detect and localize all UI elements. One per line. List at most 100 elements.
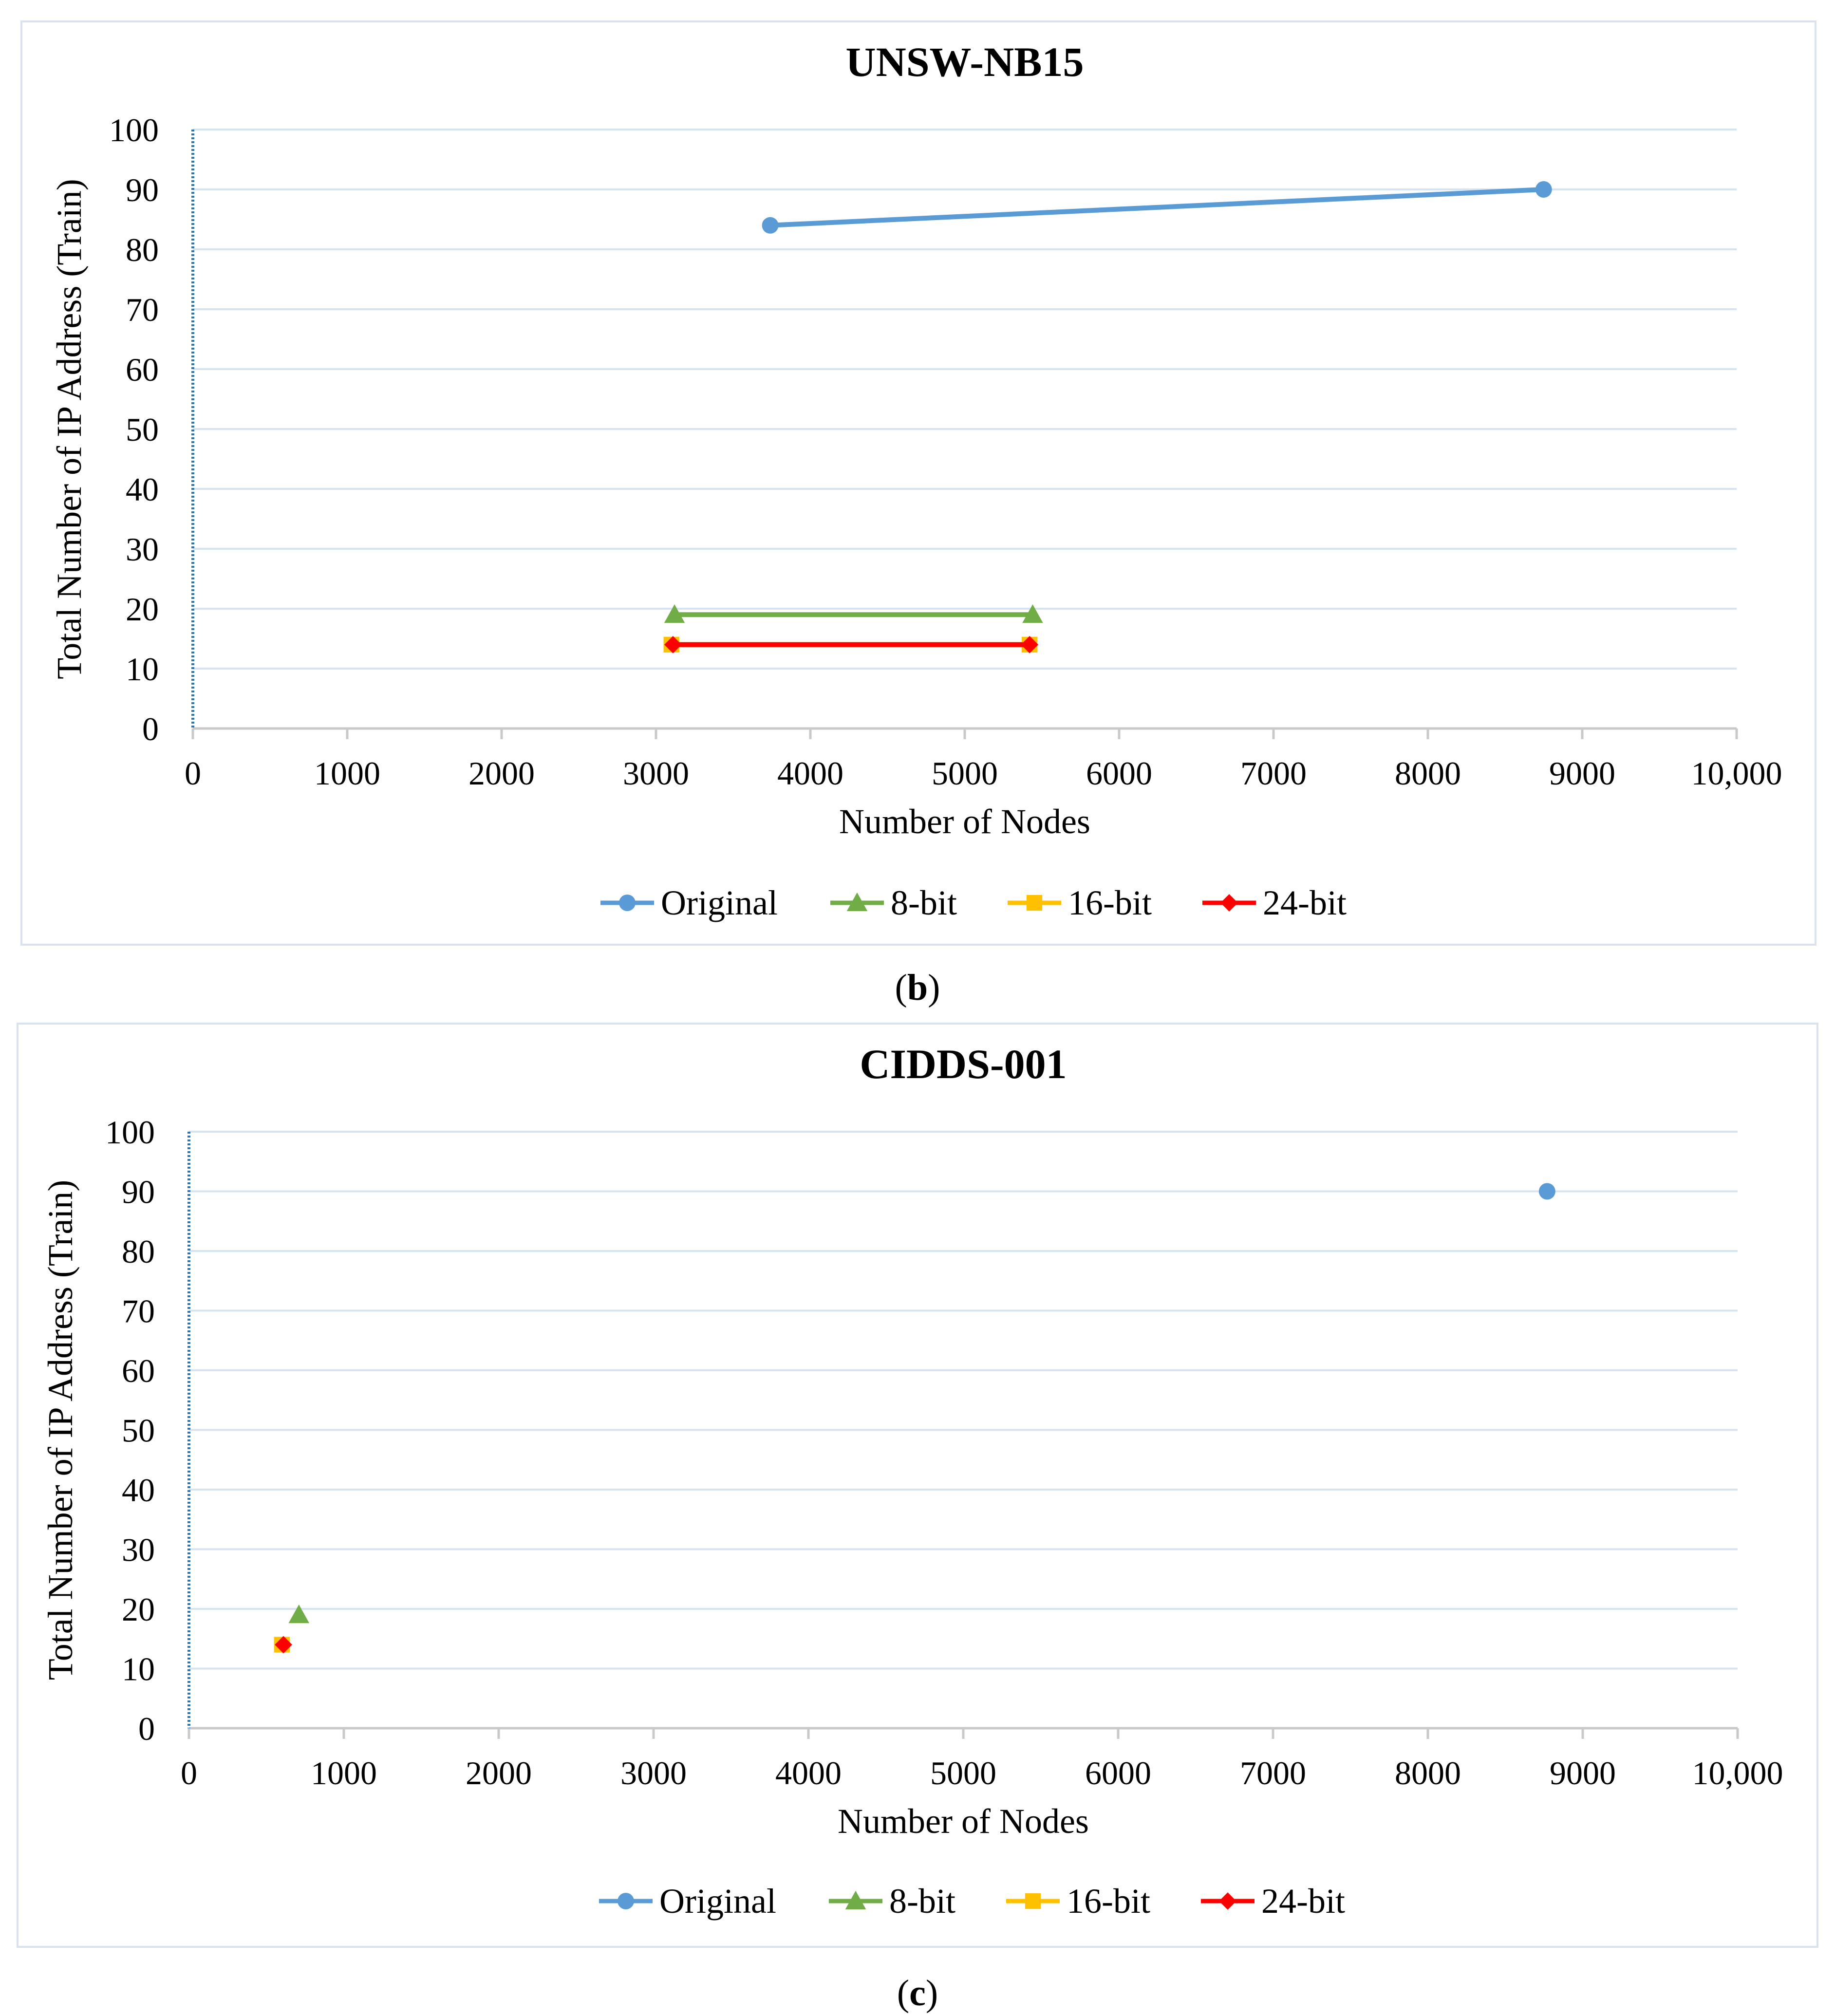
y-tick-label: 50 — [126, 411, 159, 448]
x-tick-label: 1000 — [311, 1755, 377, 1792]
series-24-bit — [275, 1636, 292, 1654]
chart-panel-unsw: UNSW-NB15 0 10 20 30 40 50 60 70 80 90 100 0 1000 2000… — [20, 20, 1816, 946]
y-tick-label: 100 — [109, 112, 159, 149]
y-tick-label: 100 — [105, 1114, 155, 1151]
y-tick-label: 60 — [122, 1352, 155, 1389]
legend-label: Original — [659, 1882, 776, 1921]
x-tick-label: 1000 — [314, 755, 380, 792]
chart-title: UNSW-NB15 — [846, 38, 1084, 85]
data-point — [762, 217, 779, 234]
data-point — [1022, 604, 1043, 623]
x-tick-label: 6000 — [1085, 1755, 1151, 1792]
legend: Original 8-bit 16-bit 24-bit — [599, 1882, 1345, 1921]
legend-item-8-bit: 8-bit — [830, 883, 957, 922]
x-tick-label: 2000 — [468, 755, 535, 792]
legend-marker — [618, 1893, 634, 1909]
legend-label: Original — [661, 883, 778, 922]
x-tick-label: 6000 — [1086, 755, 1152, 792]
legend-label: 16-bit — [1067, 1882, 1150, 1921]
y-tick-label: 60 — [126, 351, 159, 388]
legend-item-original: Original — [599, 1882, 776, 1921]
data-point — [1538, 1183, 1555, 1200]
legend-label: 24-bit — [1263, 883, 1347, 922]
x-tick-label: 3000 — [623, 755, 689, 792]
x-tick-label: 10,000 — [1692, 1755, 1783, 1792]
series-line — [770, 187, 1544, 228]
legend-marker — [1219, 1892, 1236, 1910]
legend-item-16-bit: 16-bit — [1006, 1882, 1150, 1921]
legend-item-original: Original — [600, 883, 778, 922]
y-tick-label: 30 — [122, 1531, 155, 1568]
legend-marker — [619, 895, 636, 911]
y-tick-label: 80 — [126, 231, 159, 268]
series-8-bit — [664, 604, 1043, 623]
x-axis-title: Number of Nodes — [838, 1802, 1089, 1841]
x-tick-label: 7000 — [1240, 755, 1307, 792]
caption-letter-b: b — [907, 967, 928, 1008]
y-tick-label: 10 — [122, 1651, 155, 1688]
legend-item-24-bit: 24-bit — [1201, 1882, 1345, 1921]
y-tick-label: 0 — [138, 1710, 155, 1747]
series-24-bit — [664, 635, 1038, 653]
x-tick-label: 4000 — [777, 755, 843, 792]
legend-label: 8-bit — [889, 1882, 955, 1921]
y-tick-label: 40 — [122, 1472, 155, 1509]
chart-panel-cidds: CIDDS-001 0 10 20 30 40 50 60 70 80 90 100 0 1000 2000… — [17, 1023, 1818, 1948]
figure-caption-b: (b) — [895, 967, 940, 1008]
data-point — [664, 635, 682, 653]
y-tick-label: 70 — [122, 1293, 155, 1330]
y-tick-label: 20 — [126, 591, 159, 628]
legend-marker — [1220, 894, 1238, 912]
y-tick-label: 30 — [126, 531, 159, 568]
legend-item-16-bit: 16-bit — [1008, 883, 1152, 922]
legend-marker — [1025, 1893, 1041, 1909]
data-point — [288, 1605, 310, 1624]
y-tick-label: 20 — [122, 1591, 155, 1628]
x-tick-label: 4000 — [775, 1755, 842, 1792]
x-tick-label: 10,000 — [1691, 755, 1782, 792]
legend-marker — [845, 1890, 866, 1909]
legend-label: 16-bit — [1068, 883, 1152, 922]
x-tick-label: 5000 — [932, 755, 998, 792]
x-tick-label: 8000 — [1395, 755, 1461, 792]
data-point — [664, 604, 685, 623]
y-axis-title: Total Number of IP Address (Train) — [41, 1180, 80, 1680]
x-tick-label: 7000 — [1240, 1755, 1306, 1792]
x-tick-label: 3000 — [620, 1755, 687, 1792]
legend-label: 8-bit — [891, 883, 957, 922]
x-tick-label: 5000 — [930, 1755, 996, 1792]
y-tick-label: 0 — [142, 710, 159, 747]
data-point — [275, 1636, 292, 1654]
data-point — [1535, 181, 1552, 198]
x-tick-label: 9000 — [1549, 755, 1615, 792]
series-8-bit — [288, 1605, 310, 1624]
y-tick-label: 80 — [122, 1233, 155, 1270]
y-tick-label: 40 — [126, 471, 159, 508]
x-tick-label: 9000 — [1550, 1755, 1616, 1792]
chart-title: CIDDS-001 — [860, 1041, 1067, 1087]
x-tick-label: 8000 — [1395, 1755, 1461, 1792]
data-point — [1021, 635, 1038, 653]
x-axis-title: Number of Nodes — [839, 802, 1090, 841]
legend-marker — [1026, 895, 1043, 911]
x-tick-label: 0 — [185, 755, 201, 792]
y-tick-label: 10 — [126, 651, 159, 688]
legend-label: 24-bit — [1261, 1882, 1345, 1921]
y-tick-label: 50 — [122, 1412, 155, 1449]
legend-item-8-bit: 8-bit — [829, 1882, 955, 1921]
figure-caption-c: (c) — [897, 1973, 938, 2014]
y-axis-title: Total Number of IP Address (Train) — [50, 179, 89, 679]
y-tick-label: 90 — [126, 171, 159, 208]
legend: Original 8-bit 16-bit 24-bit — [600, 883, 1347, 922]
caption-letter-c: c — [909, 1973, 926, 2014]
x-tick-label: 2000 — [466, 1755, 532, 1792]
x-tick-label: 0 — [181, 1755, 197, 1792]
series-original — [762, 181, 1552, 234]
y-tick-label: 70 — [126, 291, 159, 328]
series-original — [1538, 1183, 1555, 1200]
legend-marker — [846, 892, 868, 911]
y-tick-label: 90 — [122, 1174, 155, 1211]
legend-item-24-bit: 24-bit — [1202, 883, 1347, 922]
